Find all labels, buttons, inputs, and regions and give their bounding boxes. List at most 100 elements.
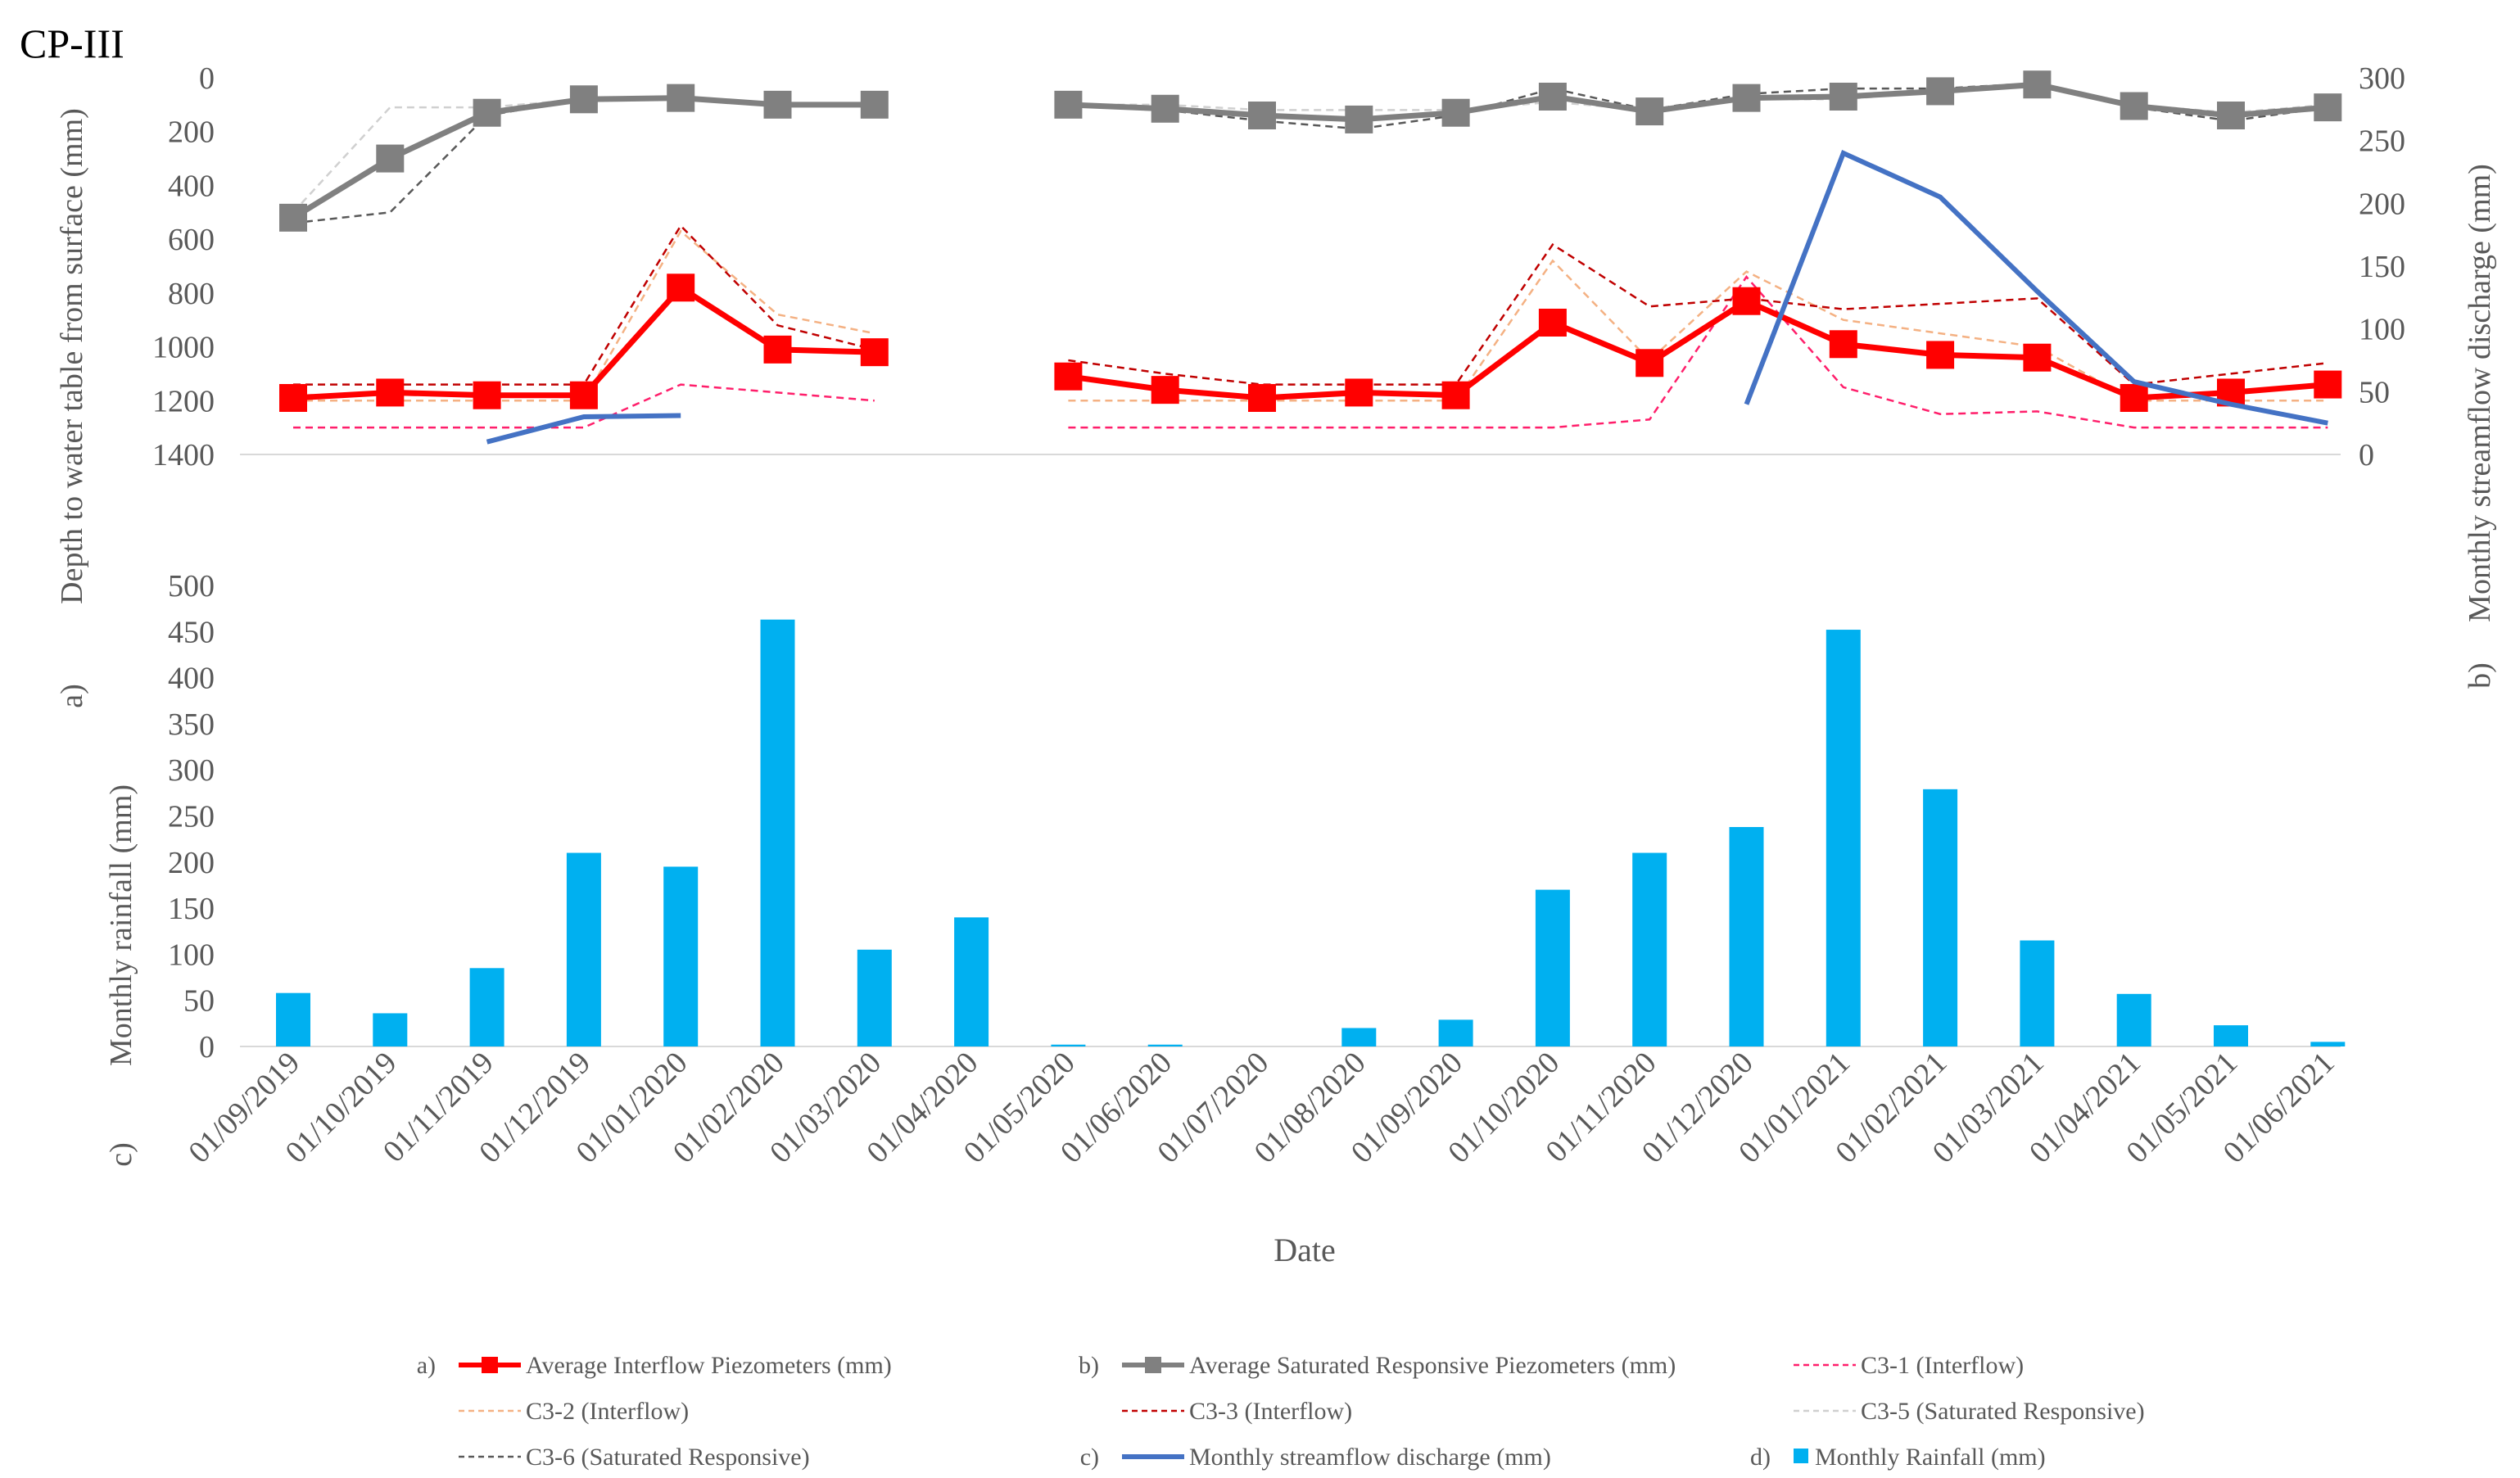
rainfall-axis-panel-letter: c) [104, 1142, 138, 1167]
series-point-avg_sat [569, 85, 598, 114]
legend-label: C3-3 (Interflow) [1189, 1398, 1352, 1425]
rainfall-bar [2310, 1042, 2346, 1046]
series-avg_sat [279, 70, 2342, 232]
series-point-avg_sat [376, 144, 405, 173]
series-point-avg_sat [1636, 97, 1664, 126]
series-line-c3_1 [293, 383, 875, 429]
series-point-avg_int [473, 381, 501, 409]
rainfall-bar [1438, 1019, 1473, 1046]
rainfall-y-tick-label: 200 [168, 846, 215, 880]
series-point-avg_int [569, 381, 598, 409]
legend-label: Average Interflow Piezometers (mm) [526, 1352, 892, 1379]
series-point-avg_sat [1248, 102, 1276, 129]
legend-label: Monthly Rainfall (mm) [1815, 1444, 2046, 1471]
legend-label: C3-5 (Saturated Responsive) [1861, 1398, 2145, 1425]
legend-label: C3-1 (Interflow) [1861, 1352, 2024, 1379]
series-point-avg_sat [2217, 102, 2245, 129]
series-line-avg_int [1067, 297, 2328, 401]
rainfall-y-tick-label: 350 [168, 707, 215, 742]
rainfall-y-tick-label: 450 [168, 615, 215, 649]
series-c3_1 [293, 275, 2328, 429]
rainfall-y-tick-label: 0 [199, 1030, 215, 1064]
rainfall-bar [1147, 1044, 1183, 1046]
left-axis-tick-label: 800 [168, 277, 215, 311]
series-point-avg_int [860, 338, 889, 367]
series-line-c3_2 [1068, 259, 2328, 402]
legend-label: Monthly streamflow discharge (mm) [1189, 1444, 1551, 1471]
series-point-avg_int [1054, 362, 1083, 391]
x-axis-label: Date [1274, 1232, 1336, 1268]
rainfall-y-tick-label: 100 [168, 938, 215, 972]
rainfall-bar [1051, 1044, 1086, 1046]
rainfall-bar [663, 866, 699, 1046]
rainfall-bar [954, 917, 989, 1046]
series-point-avg_int [1829, 330, 1857, 359]
legend-prefix: d) [1750, 1444, 1771, 1471]
top-series-group [279, 70, 2342, 445]
series-line-c3_3 [1068, 242, 2328, 386]
series-point-avg_sat [2314, 93, 2342, 122]
legend-prefix: c) [1080, 1444, 1099, 1471]
series-point-avg_int [1345, 378, 1373, 407]
rainfall-y-tick-label: 300 [168, 753, 215, 788]
left-axis-tick-label: 1400 [152, 438, 215, 472]
right-axis-tick-label: 0 [2359, 438, 2374, 472]
series-c3_2 [293, 229, 2328, 402]
rainfall-bar [1923, 789, 1958, 1046]
legend-prefix: a) [417, 1352, 436, 1379]
rainfall-bar [1632, 852, 1667, 1046]
series-point-avg_sat [1538, 83, 1567, 111]
rainfall-bar [1341, 1028, 1377, 1046]
series-point-avg_int [1636, 349, 1664, 377]
series-point-avg_sat [2023, 70, 2052, 99]
legend: a) Average Interflow Piezometers (mm) b) Av… [417, 1352, 2145, 1471]
rainfall-y-tick-label: 500 [168, 569, 215, 603]
left-axis-label-group: a) Depth to water table from surface (mm… [55, 108, 89, 708]
legend-marker [1145, 1357, 1161, 1373]
rainfall-y-tick-label: 50 [183, 984, 215, 1019]
series-point-avg_int [2023, 343, 2052, 372]
rainfall-y-tick-label: 150 [168, 892, 215, 926]
series-point-avg_int [1151, 376, 1179, 405]
series-point-avg_sat [1926, 77, 1955, 106]
legend-item-avg_int: a) Average Interflow Piezometers (mm) [417, 1352, 892, 1379]
series-point-avg_sat [2120, 92, 2148, 120]
legend-item-c3_3: C3-3 (Interflow) [1122, 1398, 1352, 1425]
legend-item-c3_6: C3-6 (Saturated Responsive) [459, 1444, 810, 1471]
series-c3_3 [293, 224, 2328, 386]
series-point-avg_int [2314, 370, 2342, 399]
legend-label: C3-6 (Saturated Responsive) [526, 1444, 810, 1471]
series-point-avg_int [1732, 287, 1761, 315]
series-line-c3_3 [293, 224, 875, 386]
rainfall-bar [373, 1013, 408, 1046]
series-point-avg_int [667, 273, 695, 302]
series-streamflow [486, 149, 2328, 445]
top-chart: 0 200 400 600 800 1000 1200 1400 0 50 100 150 200 25… [152, 61, 2405, 472]
right-axis-tick-label: 300 [2359, 61, 2405, 96]
legend-item-rainfall: d) Monthly Rainfall (mm) [1750, 1444, 2046, 1471]
rainfall-bar [2116, 993, 2151, 1046]
rainfall-bar [1826, 630, 1861, 1046]
series-point-avg_sat [473, 98, 501, 127]
left-axis-tick-label: 1200 [152, 384, 215, 418]
right-axis-panel-letter: b) [2463, 662, 2497, 689]
right-axis-label: Monthly streamflow discharge (mm) [2463, 164, 2497, 622]
series-point-avg_int [279, 384, 307, 412]
series-point-avg_sat [860, 90, 889, 119]
rainfall-bars [276, 619, 2346, 1046]
series-point-avg_sat [1441, 98, 1470, 127]
bottom-chart: 0 50 100 150 200 250 300 350 400 450 500 01/09/201… [168, 569, 2346, 1268]
rainfall-bar [469, 968, 504, 1046]
legend-item-streamflow: c) Monthly streamflow discharge (mm) [1080, 1444, 1551, 1471]
right-axis-tick-label: 200 [2359, 187, 2405, 221]
legend-swatch [1794, 1449, 1808, 1463]
series-point-avg_sat [1732, 84, 1761, 112]
legend-marker [482, 1357, 498, 1373]
rainfall-y-tick-label: 250 [168, 800, 215, 834]
series-point-avg_int [2120, 384, 2148, 412]
series-point-avg_int [1248, 384, 1276, 412]
right-axis-ticks: 0 50 100 150 200 250 300 [2359, 61, 2405, 472]
rainfall-axis-label-group: c) Monthly rainfall (mm) [104, 784, 138, 1167]
right-axis-label-group: Monthly streamflow discharge (mm) b) [2463, 164, 2497, 689]
right-axis-tick-label: 100 [2359, 313, 2405, 347]
